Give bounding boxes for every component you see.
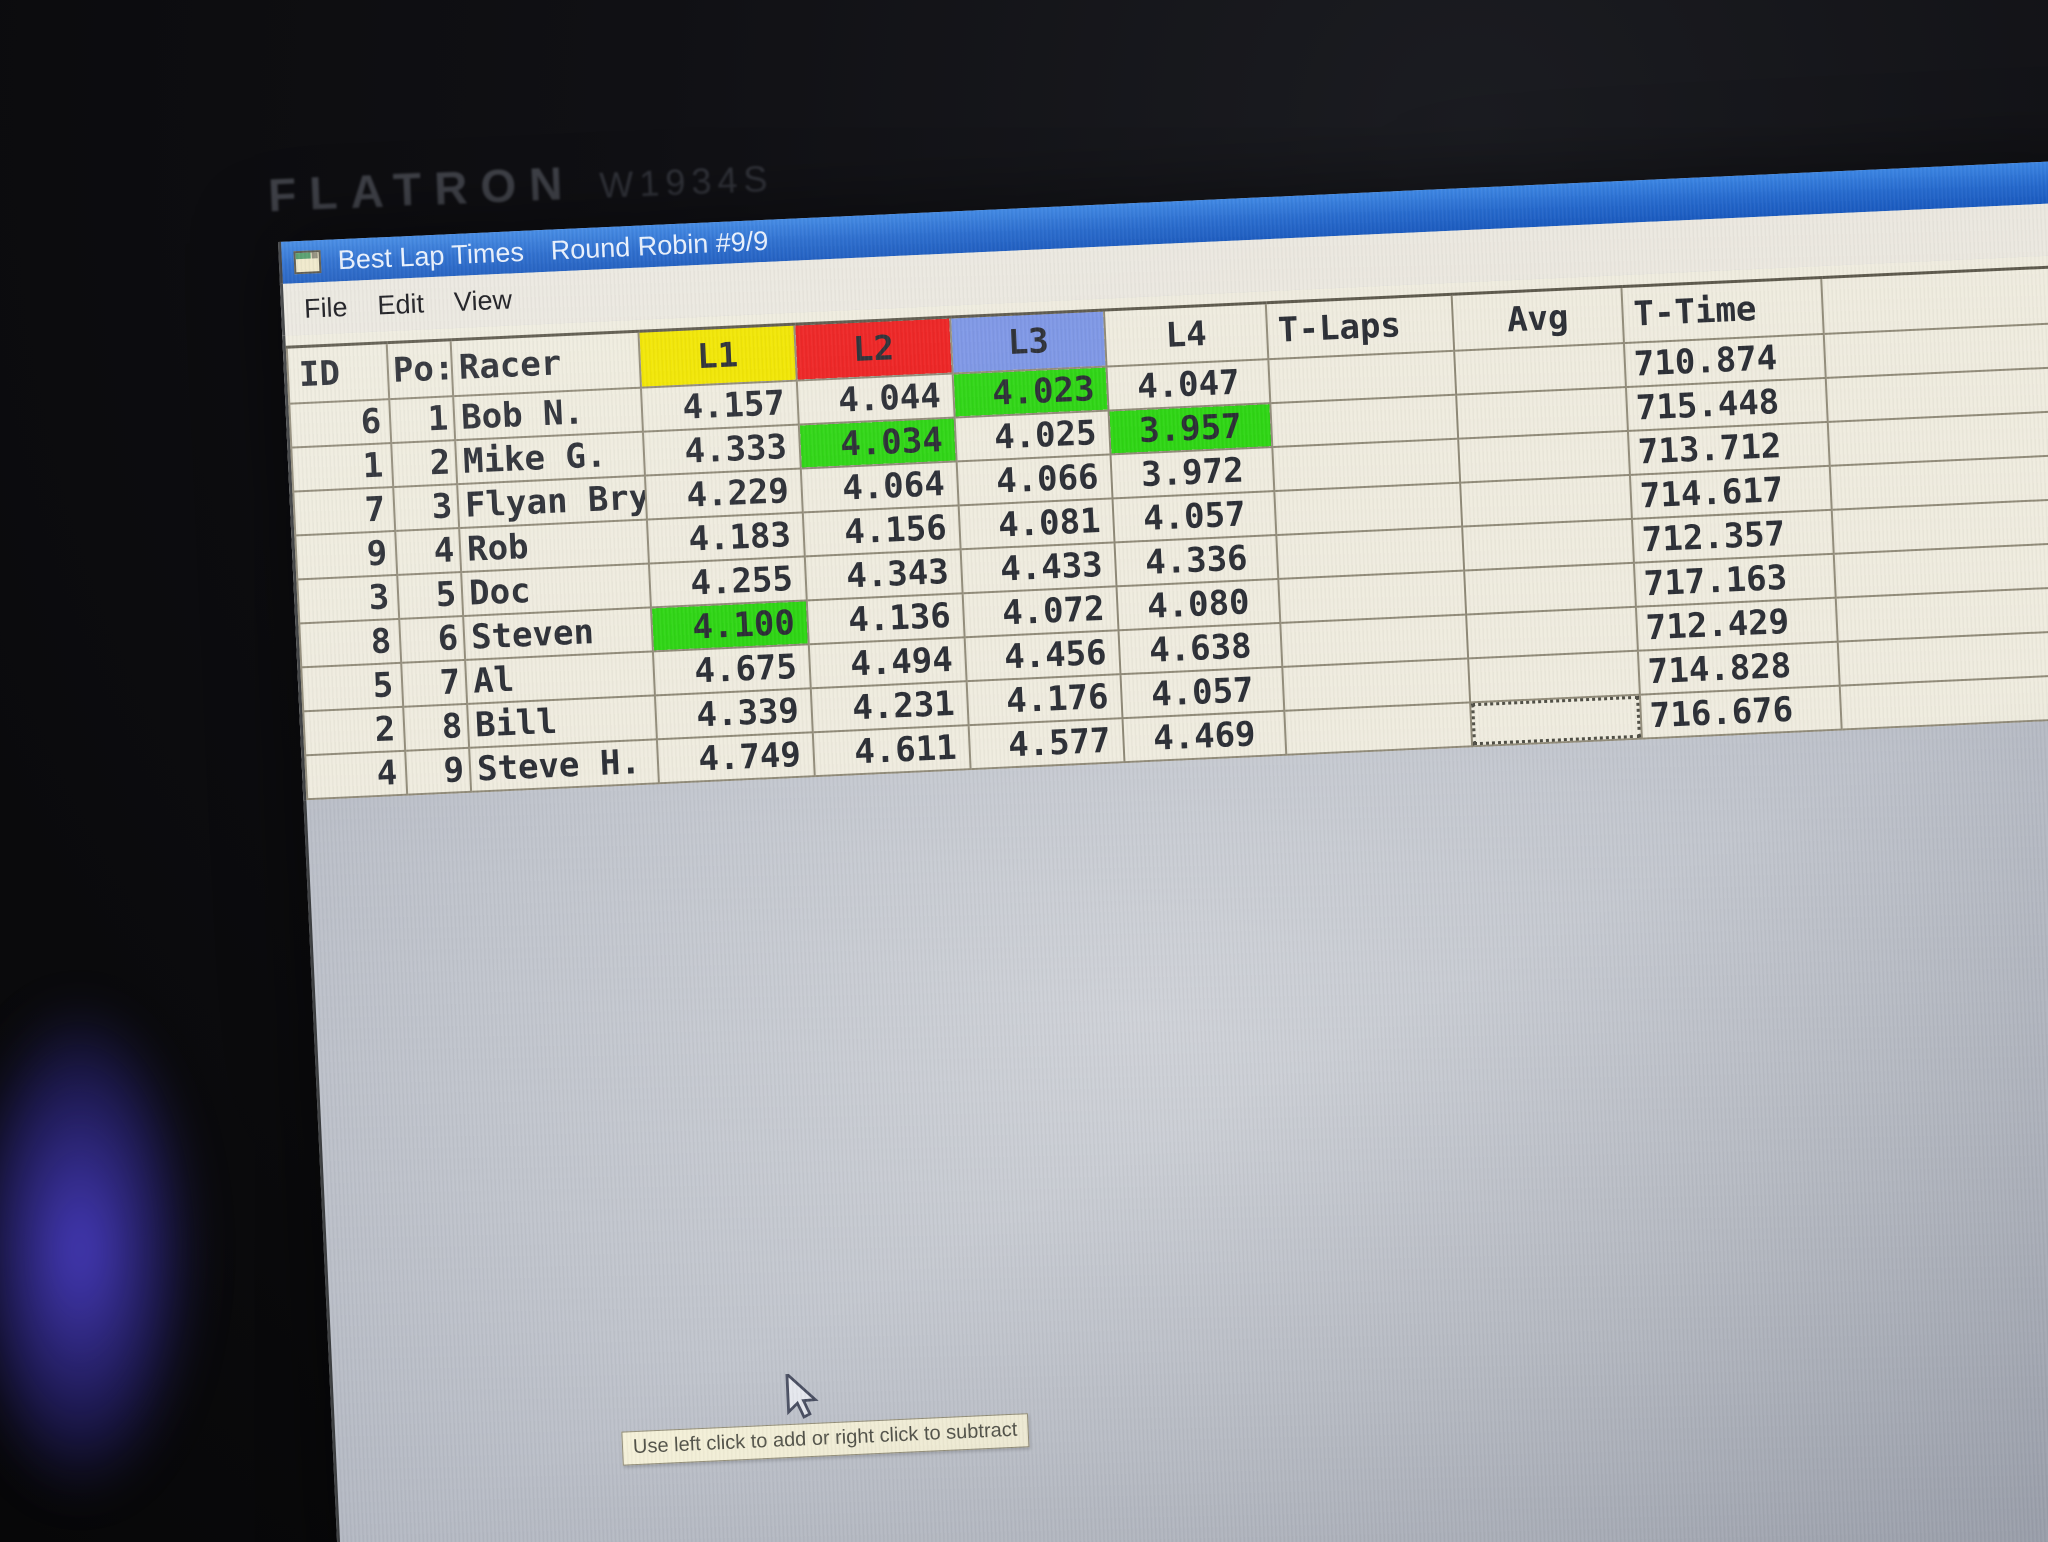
screen-reflection-glow: [0, 930, 230, 1542]
cell-l3[interactable]: 4.433: [960, 542, 1117, 594]
cell-pos[interactable]: 9: [405, 747, 472, 795]
cell-l1[interactable]: 4.157: [640, 380, 799, 432]
cell-l2[interactable]: 4.064: [800, 461, 959, 513]
cell-avg[interactable]: [1468, 650, 1640, 703]
app-icon: [293, 249, 322, 274]
cell-pos[interactable]: 8: [403, 703, 470, 751]
monitor-model: W1934S: [598, 157, 775, 206]
column-header-tlaps: T-Laps: [1265, 294, 1455, 360]
cell-l1[interactable]: 4.100: [650, 600, 809, 652]
cell-l1[interactable]: 4.339: [654, 688, 813, 740]
column-header-ttime: T-Time: [1621, 277, 1824, 344]
cell-l4[interactable]: 4.336: [1114, 535, 1279, 587]
column-header-l2: L2: [794, 317, 953, 381]
column-header-l1: L1: [638, 324, 797, 388]
cell-l3[interactable]: 4.072: [962, 586, 1119, 638]
cell-l3[interactable]: 4.081: [958, 498, 1115, 550]
column-header-id: ID: [286, 342, 390, 404]
cell-pos[interactable]: 5: [397, 572, 464, 619]
cell-pos[interactable]: 6: [399, 615, 466, 663]
cell-l3[interactable]: 4.456: [964, 630, 1121, 682]
column-header-pos: Po:: [386, 339, 454, 400]
client-area: Use left click to add or right click to …: [303, 715, 2048, 1542]
cell-ttime[interactable]: 716.676: [1639, 685, 1842, 739]
cell-l2[interactable]: 4.136: [806, 593, 965, 645]
cell-l1[interactable]: 4.749: [656, 732, 815, 784]
cell-racer[interactable]: Steve H.: [469, 739, 659, 792]
cell-l4[interactable]: 4.057: [1112, 491, 1277, 543]
cell-pos[interactable]: 4: [395, 528, 462, 575]
cell-id[interactable]: 4: [305, 750, 408, 800]
cell-l1[interactable]: 4.229: [644, 468, 803, 520]
cell-l1[interactable]: 4.255: [648, 556, 807, 608]
cell-l4[interactable]: 3.972: [1110, 447, 1275, 499]
cell-l4[interactable]: 4.057: [1120, 666, 1285, 719]
cell-l4[interactable]: 4.047: [1106, 359, 1271, 411]
cell-avg[interactable]: [1458, 430, 1630, 483]
mouse-cursor: [785, 1372, 819, 1419]
cell-l2[interactable]: 4.156: [802, 505, 961, 557]
cell-l2[interactable]: 4.034: [798, 417, 957, 469]
cell-id[interactable]: 6: [289, 399, 392, 448]
cell-id[interactable]: 9: [295, 530, 398, 580]
cell-avg[interactable]: [1466, 606, 1638, 659]
column-header-l3: L3: [950, 310, 1107, 374]
window-subtitle: Round Robin #9/9: [550, 225, 769, 266]
cell-l2[interactable]: 4.343: [804, 549, 963, 601]
cell-id[interactable]: 8: [299, 618, 402, 668]
cell-id[interactable]: 5: [301, 662, 404, 712]
cell-l1[interactable]: 4.675: [652, 644, 811, 696]
cell-avg[interactable]: [1462, 518, 1634, 571]
cell-avg[interactable]: [1460, 474, 1632, 527]
cell-pos[interactable]: 7: [401, 659, 468, 707]
monitor-bezel-label: FLATRON W1934S: [267, 148, 774, 222]
cell-l3[interactable]: 4.066: [956, 454, 1113, 506]
cell-id[interactable]: 3: [297, 574, 400, 624]
cell-l4[interactable]: 4.080: [1116, 578, 1281, 631]
cell-l2[interactable]: 4.044: [796, 373, 955, 425]
tooltip: Use left click to add or right click to …: [621, 1413, 1030, 1466]
monitor-screen: Best Lap Times Round Robin #9/9 File Edit…: [278, 156, 2048, 1542]
cell-l4[interactable]: 3.957: [1108, 403, 1273, 455]
cell-l3[interactable]: 4.023: [952, 366, 1109, 418]
cell-avg[interactable]: [1454, 343, 1626, 395]
column-header-racer: Racer: [450, 331, 641, 397]
menu-item-edit[interactable]: Edit: [376, 287, 425, 321]
lap-times-table: ID Po: Racer L1 L2 L3 L4 T-Laps Avg T-Time 6 1 Bob …: [286, 261, 2048, 801]
menu-item-view[interactable]: View: [453, 283, 513, 317]
cell-l1[interactable]: 4.333: [642, 424, 801, 476]
window-title: Best Lap Times: [337, 236, 525, 275]
cell-pos[interactable]: 2: [391, 440, 458, 488]
cell-l2[interactable]: 4.231: [810, 681, 969, 733]
table-zone: ID Po: Racer L1 L2 L3 L4 T-Laps Avg T-Time 6 1 Bob …: [282, 250, 2048, 801]
cell-avg[interactable]: [1464, 562, 1636, 615]
cell-id[interactable]: 1: [291, 443, 394, 492]
menu-item-file[interactable]: File: [303, 291, 349, 324]
cell-pos[interactable]: 1: [389, 396, 456, 444]
cell-id[interactable]: 2: [303, 706, 406, 756]
cell-id[interactable]: 7: [293, 487, 396, 536]
cell-l4[interactable]: 4.638: [1118, 622, 1283, 675]
cell-avg[interactable]: [1470, 694, 1642, 747]
cell-l3[interactable]: 4.025: [954, 410, 1111, 462]
column-header-l4: L4: [1103, 302, 1269, 367]
cell-l4[interactable]: 4.469: [1122, 710, 1287, 763]
cell-pos[interactable]: 3: [393, 484, 460, 531]
cell-l1[interactable]: 4.183: [646, 512, 805, 564]
cell-l3[interactable]: 4.176: [966, 674, 1123, 726]
cell-avg[interactable]: [1456, 387, 1628, 439]
cell-l3[interactable]: 4.577: [968, 718, 1125, 770]
column-header-avg: Avg: [1451, 286, 1624, 351]
monitor-brand: FLATRON: [267, 156, 577, 222]
cell-tlaps[interactable]: [1284, 702, 1473, 755]
cell-l2[interactable]: 4.494: [808, 637, 967, 689]
cell-l2[interactable]: 4.611: [812, 725, 971, 777]
column-header-filler: [1821, 262, 2048, 334]
